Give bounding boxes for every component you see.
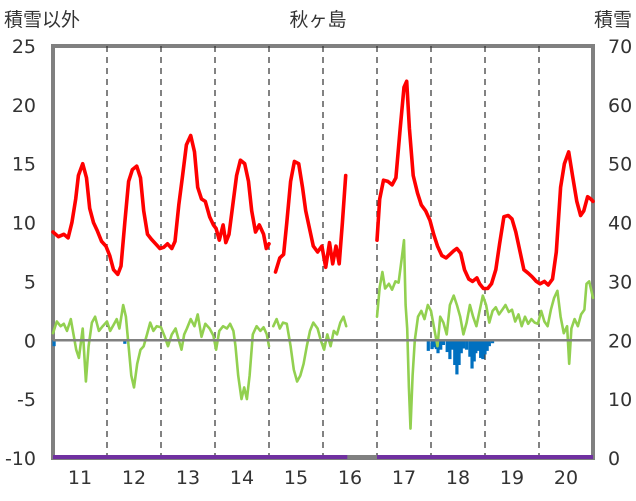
right-y-tick-label: 70 — [608, 36, 632, 58]
snow-bar — [439, 340, 443, 350]
x-tick-label: 16 — [338, 467, 362, 489]
snow-bar — [479, 340, 483, 358]
snow-bar — [490, 340, 495, 344]
series-line — [375, 79, 595, 291]
left-y-tick-label: -10 — [5, 448, 36, 470]
chart-title: 秋ヶ島 — [289, 9, 346, 31]
snow-bar — [487, 340, 491, 347]
right-y-tick-label: 40 — [608, 213, 632, 235]
snow-bar — [457, 340, 461, 366]
snow-bar — [430, 340, 434, 350]
x-tick-label: 12 — [122, 467, 146, 489]
left-y-tick-label: -5 — [17, 389, 36, 411]
x-tick-label: 17 — [392, 467, 416, 489]
right-y-tick-label: 50 — [608, 154, 632, 176]
left-y-tick-label: 15 — [12, 154, 36, 176]
left-y-tick-label: 0 — [24, 330, 36, 352]
series-line — [273, 159, 348, 274]
snow-bar — [476, 340, 480, 351]
left-y-tick-label: 10 — [12, 213, 36, 235]
x-tick-label: 19 — [500, 467, 524, 489]
right-y-tick-label: 0 — [608, 448, 620, 470]
right-y-tick-label: 60 — [608, 95, 632, 117]
snow-bar — [472, 340, 476, 362]
right-axis-label: 積雪 — [594, 9, 632, 31]
snow-bar — [470, 340, 474, 369]
snow-bar — [461, 340, 465, 349]
left-y-tick-label: 25 — [12, 36, 36, 58]
x-tick-label: 18 — [446, 467, 470, 489]
snow-bar — [455, 340, 459, 375]
vertical-grid — [106, 46, 540, 458]
x-tick-label: 11 — [68, 467, 92, 489]
right-y-tick-label: 10 — [608, 389, 632, 411]
series-line — [51, 303, 271, 401]
left-y-tick-label: 5 — [24, 271, 36, 293]
snow-bar — [453, 340, 457, 366]
series-layer — [51, 79, 595, 430]
snow-bar — [445, 340, 449, 353]
x-tick-label: 14 — [230, 467, 254, 489]
x-tick-label: 13 — [176, 467, 200, 489]
x-tick-label: 15 — [284, 467, 308, 489]
snow-bar — [441, 340, 446, 345]
snow-bar — [426, 340, 430, 351]
snow-bar — [52, 340, 56, 347]
snow-bar — [433, 340, 437, 348]
snow-bar — [485, 340, 489, 351]
snow-bar — [459, 340, 463, 354]
left-axis-label: 積雪以外 — [4, 9, 80, 31]
snow-bar — [483, 340, 487, 355]
snow-bar — [448, 340, 452, 360]
snow-bar — [481, 340, 485, 360]
snow-bar — [451, 340, 455, 350]
right-y-tick-label: 30 — [608, 271, 632, 293]
axes-layer: 11 12 13 14 15 16 17 18 19 202520151050-5-1070605… — [5, 36, 632, 489]
snow-bar — [123, 340, 127, 344]
series-line — [375, 238, 595, 430]
series-line — [272, 315, 348, 383]
snow-bar — [468, 340, 472, 357]
right-y-tick-label: 20 — [608, 330, 632, 352]
x-tick-label: 20 — [554, 467, 578, 489]
snow-bar — [474, 340, 478, 354]
snow-bar — [465, 340, 469, 350]
series-line — [51, 133, 271, 277]
left-y-tick-label: 20 — [12, 95, 36, 117]
